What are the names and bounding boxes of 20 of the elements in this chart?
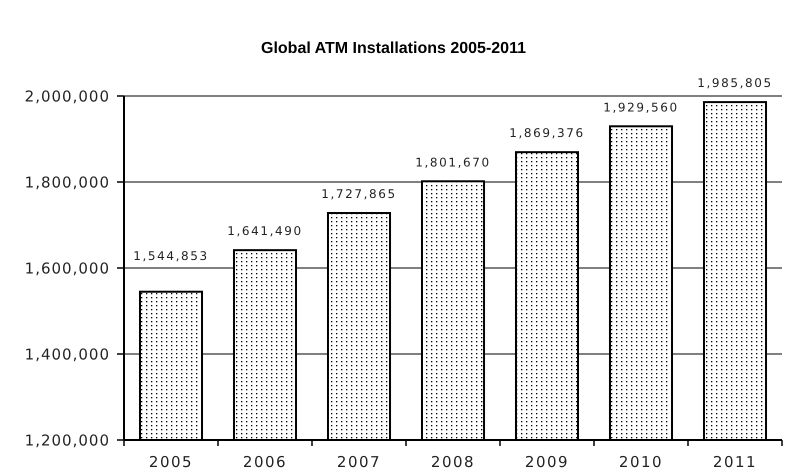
x-tick-label: 2010 (618, 453, 664, 471)
data-label: 1,985,805 (697, 76, 773, 90)
chart-title: Global ATM Installations 2005-2011 (261, 40, 526, 57)
y-tick-label: 1,800,000 (24, 173, 110, 192)
data-label: 1,544,853 (133, 249, 209, 263)
data-label: 1,641,490 (227, 224, 303, 238)
data-label: 1,869,376 (509, 126, 585, 140)
y-tick-label: 2,000,000 (24, 87, 110, 106)
y-tick-label: 1,600,000 (24, 259, 110, 278)
x-tick-label: 2008 (430, 453, 476, 471)
x-tick-label: 2011 (712, 453, 758, 471)
data-label: 1,727,865 (321, 187, 397, 202)
data-label: 1,801,670 (415, 155, 491, 170)
x-tick-label: 2009 (524, 453, 570, 471)
y-tick-label: 1,400,000 (24, 345, 110, 364)
x-tick-label: 2007 (336, 453, 382, 471)
x-tick-label: 2005 (148, 453, 194, 471)
x-tick-label: 2006 (242, 453, 288, 471)
data-label: 1,929,560 (603, 100, 679, 114)
y-tick-label: 1,200,000 (24, 431, 110, 450)
